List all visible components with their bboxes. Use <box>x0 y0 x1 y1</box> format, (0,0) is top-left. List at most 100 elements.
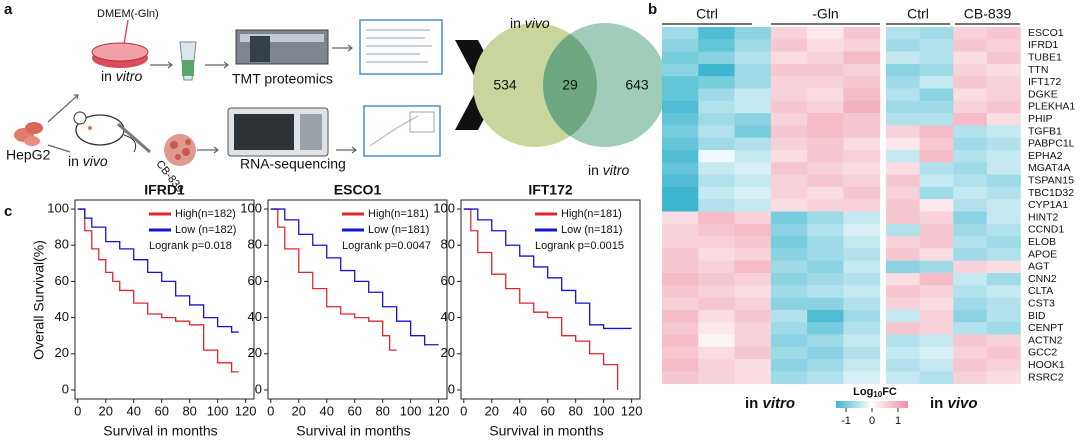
heatmap-cell <box>843 76 881 89</box>
x-tick-label: 80 <box>375 403 389 418</box>
heatmap-cell <box>807 88 844 102</box>
y-tick-label: 60 <box>248 273 262 288</box>
x-tick-label: 0 <box>267 403 274 418</box>
heatmap-cell <box>698 186 735 200</box>
heatmap-cell <box>662 137 699 151</box>
heatmap-cell <box>807 285 844 298</box>
heatmap-cell <box>770 76 808 89</box>
heatmap-cell <box>770 322 808 335</box>
heatmap-cell <box>807 211 844 225</box>
panel-label: c <box>4 203 12 220</box>
heatmap-cell <box>986 260 1021 274</box>
heatmap-cell <box>919 125 954 139</box>
y-axis-label: Overall Survival(%) <box>31 240 47 360</box>
heatmap-cell <box>734 125 772 139</box>
survival-curve <box>463 208 632 330</box>
heatmap-cell <box>662 174 699 188</box>
heatmap-cell <box>886 223 920 237</box>
heatmap-cell <box>843 199 881 212</box>
heatmap-cell <box>886 150 920 163</box>
group-header: -Gln <box>812 6 838 22</box>
heatmap-cell <box>886 309 920 323</box>
heatmap-cell <box>734 223 772 237</box>
heatmap-cell <box>662 51 699 65</box>
heatmap-cell <box>698 223 735 237</box>
group-header: Ctrl <box>907 6 929 22</box>
heatmap-cell <box>953 51 988 65</box>
heatmap-cell <box>919 297 954 311</box>
heatmap-cell <box>843 322 881 335</box>
heatmap-cell <box>698 285 735 298</box>
legend-title: Log10FC <box>853 386 897 399</box>
heatmap-cell <box>807 223 844 237</box>
gene-label: HINT2 <box>1028 211 1058 223</box>
logrank: Logrank p=0.018 <box>149 240 232 252</box>
heatmap-cell <box>698 162 735 175</box>
heatmap-cell <box>843 150 881 163</box>
gene-label: CCND1 <box>1028 224 1064 236</box>
gene-label: IFRD1 <box>1028 39 1058 51</box>
heatmap-cell <box>886 125 920 139</box>
heatmap-cell <box>662 113 699 126</box>
heatmap-cell <box>886 248 920 262</box>
heatmap-cell <box>807 260 844 274</box>
heatmap-cell <box>698 137 735 151</box>
sequencing: RNA-sequencing <box>240 156 346 172</box>
heatmap-cell <box>886 27 920 40</box>
gene-label: CENPT <box>1028 322 1064 334</box>
heatmap-cell <box>734 211 772 225</box>
heatmap-cell <box>770 211 808 225</box>
legend-label: Low (n=181) <box>561 224 622 236</box>
heatmap-cell <box>919 223 954 237</box>
heatmap-cell <box>770 309 808 323</box>
heatmap-cell <box>807 63 844 77</box>
heatmap-cell <box>843 346 881 360</box>
heatmap-cell <box>662 63 699 77</box>
gene-label: CNN2 <box>1028 273 1057 285</box>
heatmap-cell <box>919 137 954 151</box>
heatmap-cell <box>986 309 1021 323</box>
heatmap-cell <box>770 162 808 175</box>
heatmap-cell <box>953 285 988 298</box>
heatmap-cell <box>886 260 920 274</box>
heatmap-cell <box>953 260 988 274</box>
heatmap-cell <box>919 150 954 163</box>
gene-label: ACTN2 <box>1028 334 1063 346</box>
heatmap-cell <box>843 285 881 298</box>
gene-label: CST3 <box>1028 298 1055 310</box>
survival-curve <box>463 208 619 390</box>
heatmap-cell <box>843 63 881 77</box>
gene-label: PHIP <box>1028 113 1053 125</box>
x-tick-label: 80 <box>182 403 196 418</box>
heatmap-cell <box>734 63 772 77</box>
heatmap-cell <box>770 199 808 212</box>
heatmap-cell <box>986 211 1021 225</box>
heatmap-cell <box>807 186 844 200</box>
heatmap-cell <box>886 236 920 249</box>
heatmap-cell <box>807 113 844 126</box>
y-tick-label: 60 <box>55 273 69 288</box>
heatmap-cell <box>662 223 699 237</box>
heatmap-cell <box>662 76 699 89</box>
heatmap-cell <box>953 309 988 323</box>
heatmap-cell <box>986 248 1021 262</box>
gene-label: PABPC1L <box>1028 138 1075 150</box>
venn <box>473 23 667 147</box>
heatmap-cell <box>953 211 988 225</box>
proteomics: TMT proteomics <box>232 71 333 87</box>
heatmap-cell <box>986 125 1021 139</box>
heatmap-cell <box>919 199 954 212</box>
heatmap-cell <box>734 150 772 163</box>
legend-label: Low (n=181) <box>368 224 429 236</box>
heatmap-cell <box>886 285 920 298</box>
legend-tick-label: 1 <box>895 415 901 427</box>
heatmap-cell <box>953 113 988 126</box>
heatmap-cell <box>986 76 1021 89</box>
heatmap-cell <box>953 186 988 200</box>
gene-label: HOOK1 <box>1028 359 1065 371</box>
heatmap-cell <box>770 248 808 262</box>
y-tick-label: 100 <box>433 200 455 215</box>
chart-title: IFRD1 <box>144 182 185 198</box>
heatmap-cell <box>986 186 1021 200</box>
